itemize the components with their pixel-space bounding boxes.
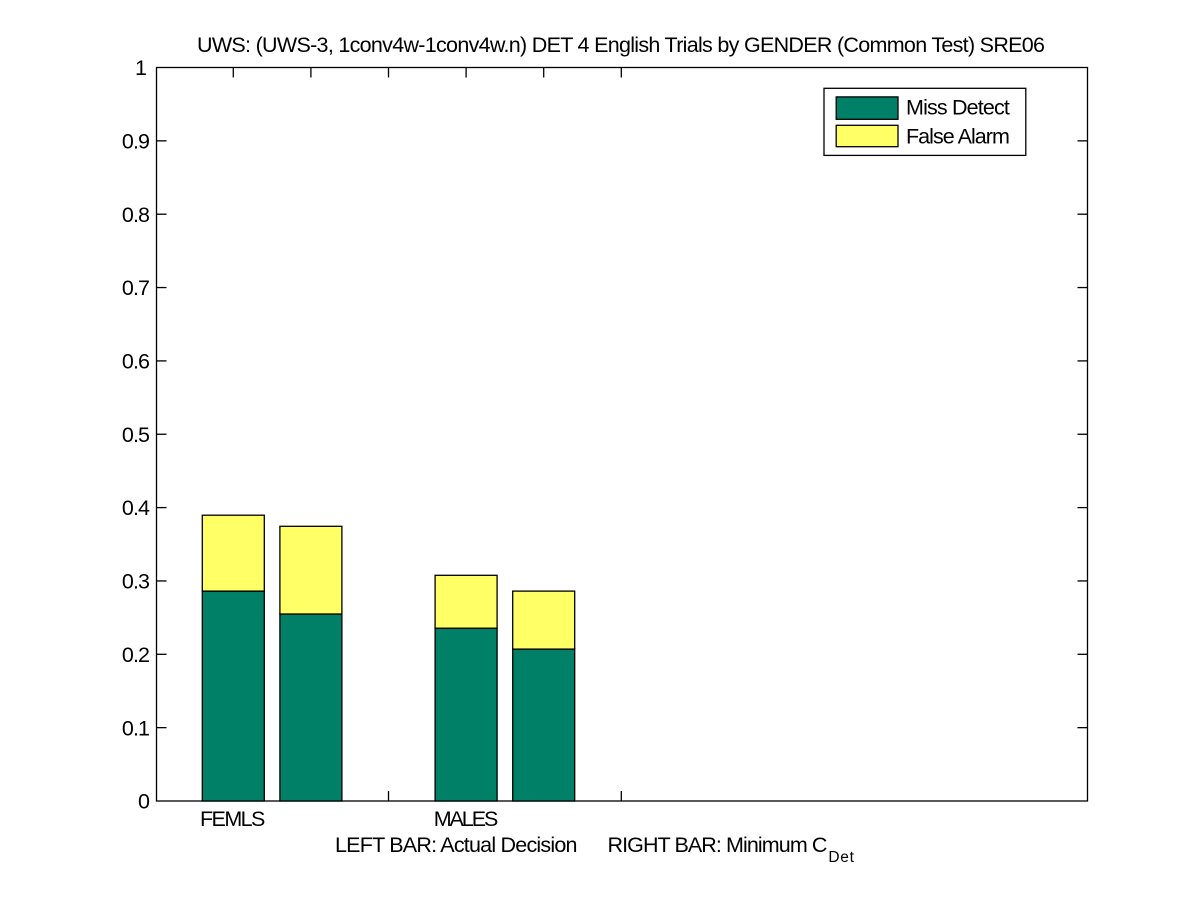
svg-text:0.9: 0.9: [122, 129, 150, 153]
svg-text:1: 1: [135, 56, 147, 80]
svg-text:0.8: 0.8: [122, 203, 150, 227]
svg-text:0.1: 0.1: [122, 716, 150, 740]
svg-text:0.6: 0.6: [122, 350, 150, 374]
svg-text:RIGHT BAR: Minimum C: RIGHT BAR: Minimum C: [608, 833, 828, 857]
svg-text:0: 0: [138, 790, 150, 814]
svg-text:FEMLS: FEMLS: [200, 807, 265, 831]
svg-text:0.5: 0.5: [122, 423, 150, 447]
svg-text:LEFT BAR: Actual Decision: LEFT BAR: Actual Decision: [335, 833, 578, 857]
svg-text:0.7: 0.7: [122, 276, 150, 300]
svg-text:MALES: MALES: [434, 807, 499, 831]
svg-text:Det: Det: [828, 849, 854, 866]
svg-text:0.4: 0.4: [122, 496, 150, 520]
svg-text:Miss Detect: Miss Detect: [906, 96, 1010, 120]
svg-text:0.3: 0.3: [122, 570, 150, 594]
svg-text:0.2: 0.2: [122, 643, 150, 667]
svg-text:False Alarm: False Alarm: [906, 124, 1010, 148]
svg-text:UWS: (UWS-3, 1conv4w-1conv4w.n: UWS: (UWS-3, 1conv4w-1conv4w.n) DET 4 En…: [197, 33, 1045, 57]
